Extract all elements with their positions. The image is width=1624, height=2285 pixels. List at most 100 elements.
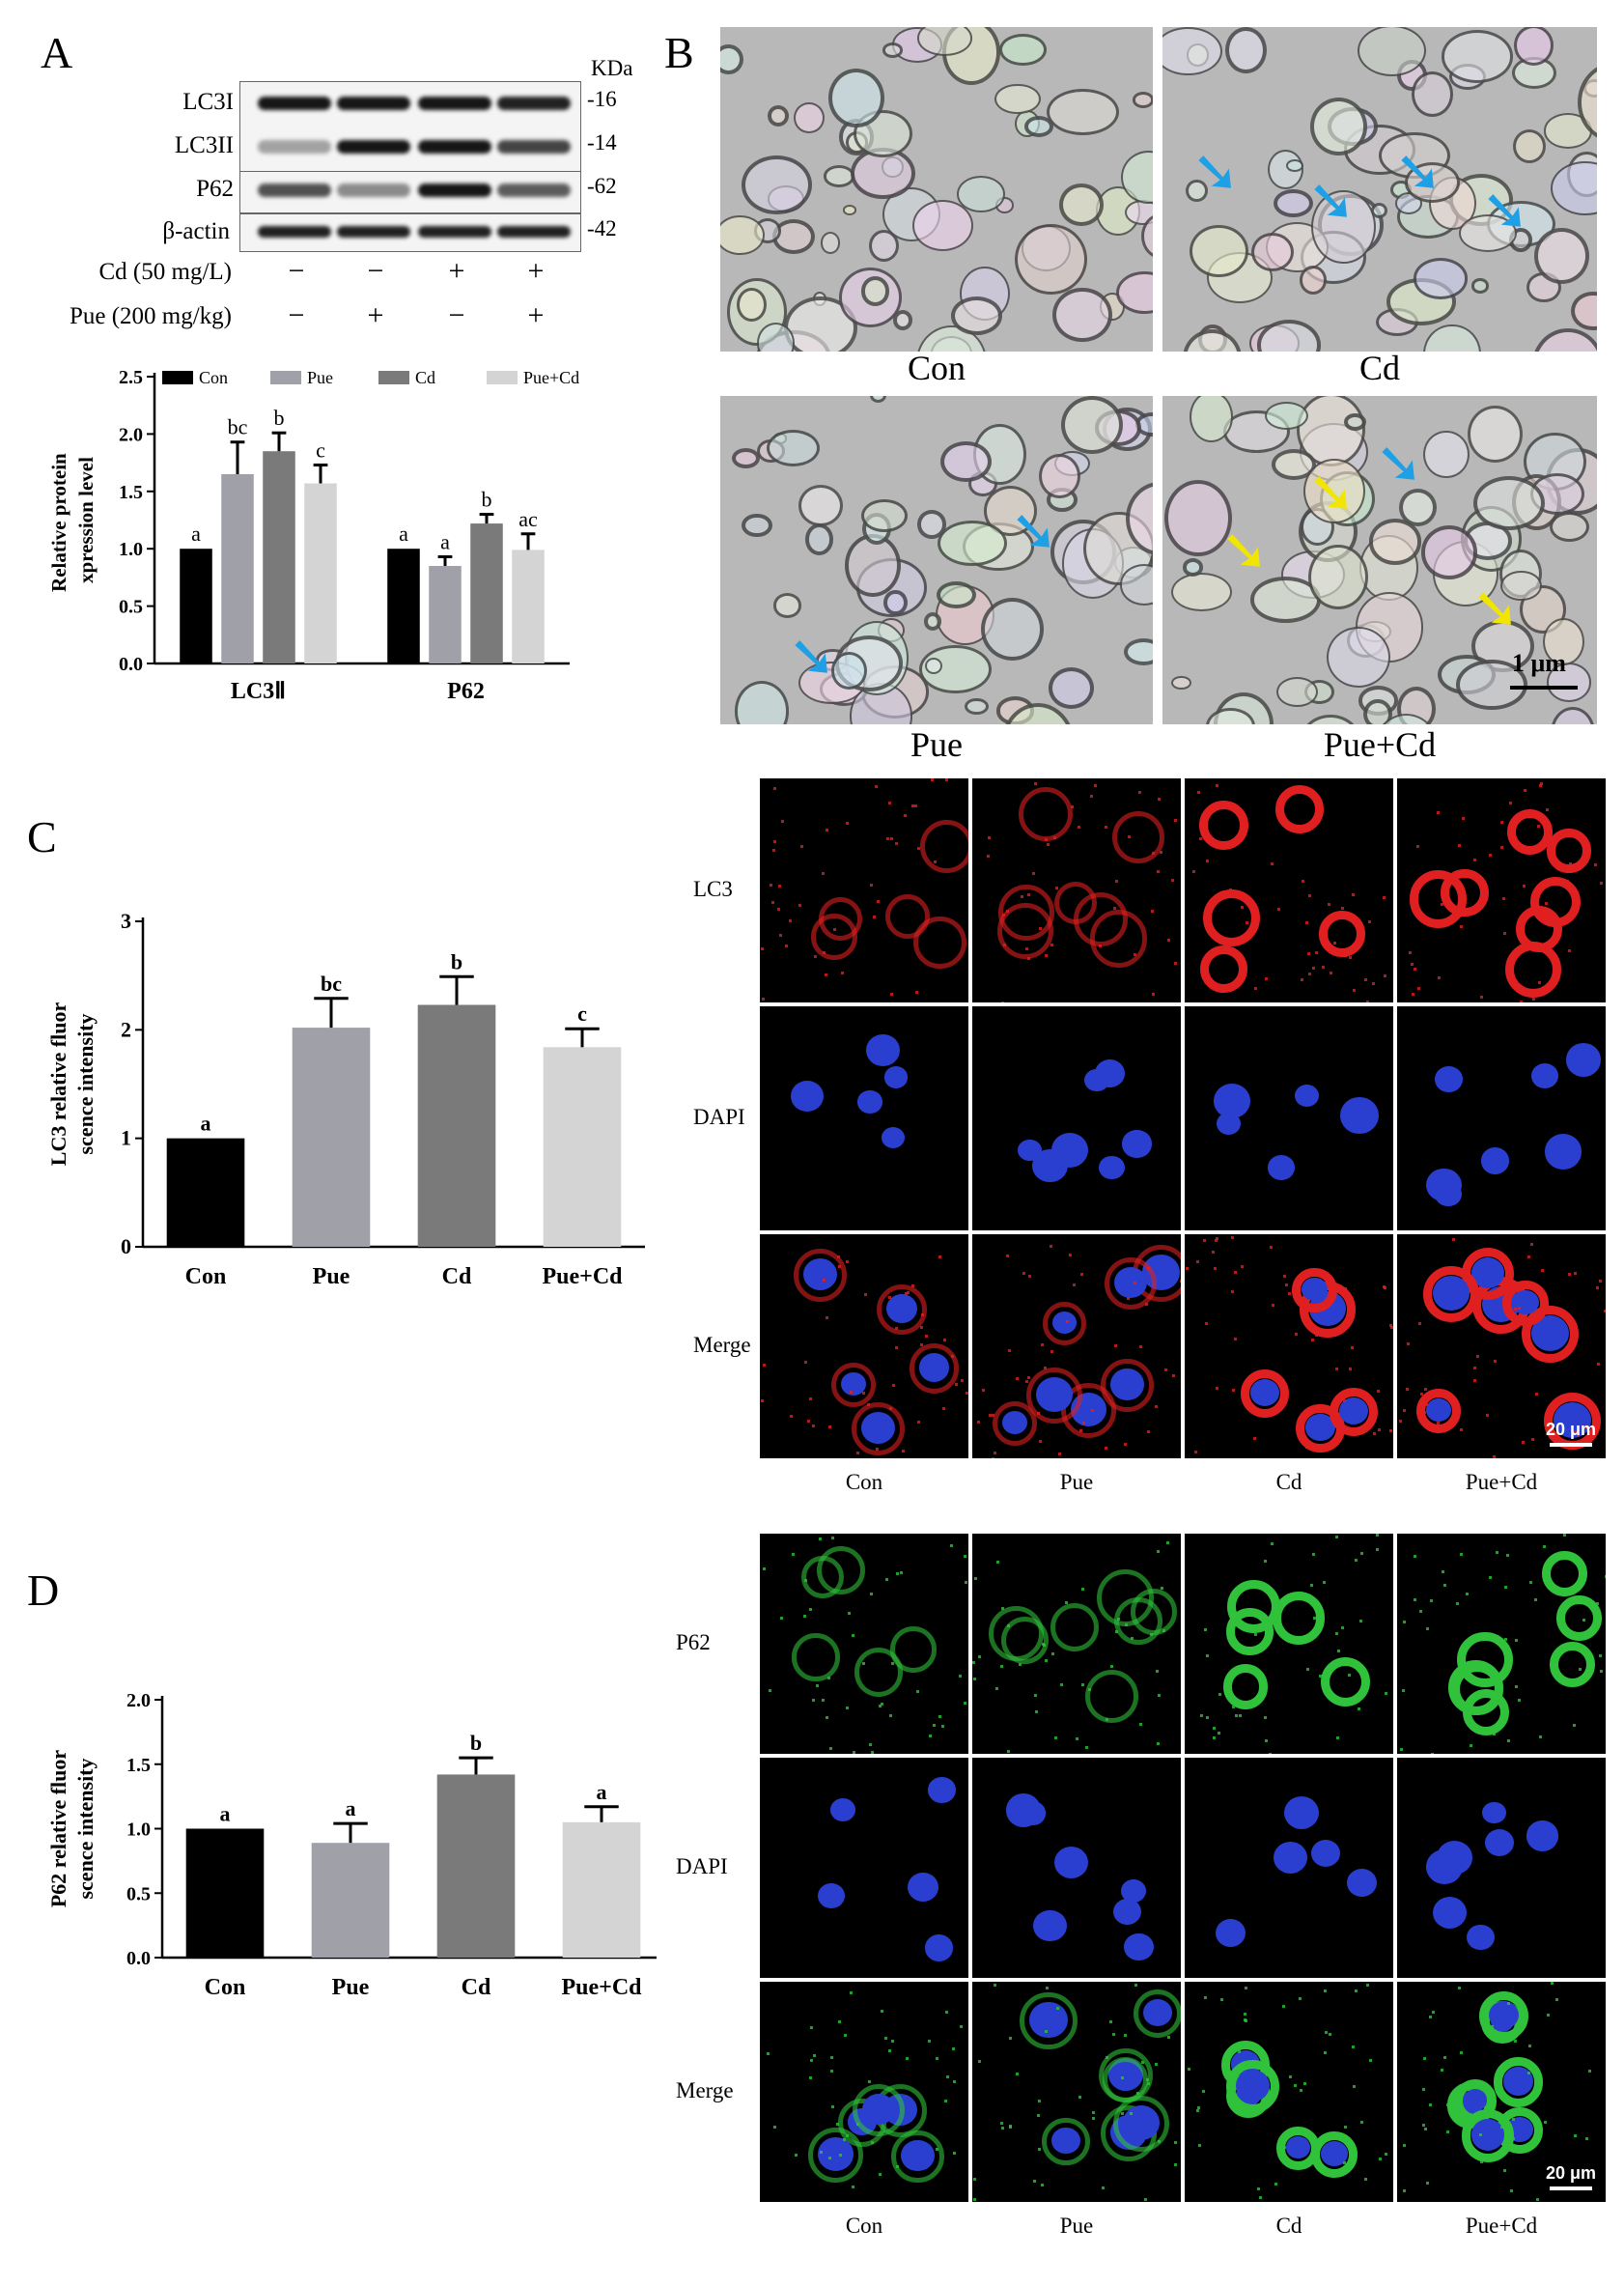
blue-arrow-icon: ➘ [1010,497,1059,565]
stain-dot [1460,2050,1464,2054]
nucleus [860,1411,896,1445]
stain-dot [1527,1255,1531,1259]
stain-dot [1368,2058,1372,2062]
stain-dot [1529,1581,1533,1585]
stain-dot [1114,1630,1118,1634]
stain-ring [1053,881,1097,924]
stain-dot [951,1355,955,1359]
stain-dot [1428,2103,1432,2107]
stain-dot [1293,2083,1297,2087]
stain-dot [1174,2163,1178,2167]
nucleus [1124,1932,1154,1961]
em-structure [1422,430,1470,479]
stain-dot [1529,1243,1533,1247]
stain-dot [1398,1419,1402,1423]
stain-dot [1199,837,1203,841]
stain-dot [1022,1271,1025,1275]
stain-dot [1513,1308,1517,1312]
stain-dot [831,2104,835,2108]
stain-dot [811,1698,815,1702]
stain-dot [1259,2196,1263,2200]
stain-ring [1103,2056,1149,2102]
stain-dot [896,1572,900,1576]
stain-dot [1173,2140,1177,2144]
stain-dot [896,2165,900,2169]
stain-dot [1451,1237,1455,1241]
stain-dot [1335,1736,1339,1740]
stain-dot [830,2056,834,2060]
y-tick-label: 0.0 [126,1948,151,1969]
stain-dot [841,971,845,974]
stain-dot [919,1326,923,1330]
bar-con [166,1138,245,1247]
x-tick-label: Con [205,1975,246,2000]
stain-dot [1493,1732,1497,1735]
stain-dot [1244,1986,1247,1989]
legend-swatch [270,371,301,384]
stain-dot [1415,889,1419,893]
blot-row-label: P62 [196,176,234,202]
stain-dot [826,1316,829,1320]
x-tick-label: LC3Ⅱ [231,679,286,704]
stain-dot [1517,1699,1521,1703]
em-structure [1123,637,1153,666]
stain-dot [887,801,891,804]
stain-dot [1528,2044,1532,2047]
stain-dot [1238,2050,1241,2054]
blue-arrow-icon: ➘ [1375,430,1424,497]
stain-ring [1089,910,1148,968]
em-structure [1225,27,1267,74]
nucleus [1001,1411,1027,1435]
stain-dot [1034,782,1038,786]
stain-dot [1599,1653,1603,1657]
stain-dot [828,1746,832,1750]
blot-band [258,97,331,110]
em-structure [1514,27,1554,67]
stain-dot [1366,1983,1370,1987]
stain-dot [1571,1345,1575,1349]
stain-dot [1492,1455,1496,1458]
blue-arrow-icon: ➘ [1481,177,1530,244]
stain-dot [1242,894,1246,898]
em-structure [1309,97,1368,155]
nucleus [1029,2001,1068,2039]
stain-dot [831,1536,835,1539]
stain-dot [1599,881,1603,885]
stain-dot [933,860,937,863]
stain-ring [1202,889,1261,947]
kda-marker: -62 [587,174,617,198]
em-label: Pue [910,725,963,764]
nucleus [803,1257,838,1291]
y-tick-label: 0 [121,1234,131,1258]
fluorescence-cell [1397,1758,1606,1978]
y-tick-label: 1.0 [126,1820,151,1841]
em-structure [1311,189,1376,265]
nucleus [1512,1289,1539,1314]
legend-swatch [162,371,193,384]
stain-dot [827,1676,831,1679]
stain-dot [876,900,880,904]
em-structure [1441,30,1514,83]
stain-dot [825,828,828,832]
stain-dot [1054,1735,1058,1739]
stain-ring [1276,2127,1320,2170]
stain-dot [1000,1001,1004,1002]
stain-dot [853,1751,856,1754]
stain-dot [1466,1592,1470,1595]
em-structure [1190,224,1248,277]
stain-dot [1354,1989,1358,1993]
stain-dot [1106,2056,1109,2060]
stain-dot [1402,2144,1406,2148]
stain-dot [1500,2125,1504,2129]
stain-dot [1323,2051,1327,2055]
stain-dot [876,1447,880,1451]
stain-dot [1412,992,1415,996]
stain-dot [1595,1601,1599,1605]
stain-dot [808,1396,812,1400]
stain-dot [1059,1683,1063,1687]
stain-dot [890,993,894,997]
x-tick-label: Pue+Cd [542,1264,623,1289]
significance-letter: b [470,1731,482,1755]
stain-dot [954,1383,958,1387]
x-tick-label: Pue [313,1264,350,1289]
